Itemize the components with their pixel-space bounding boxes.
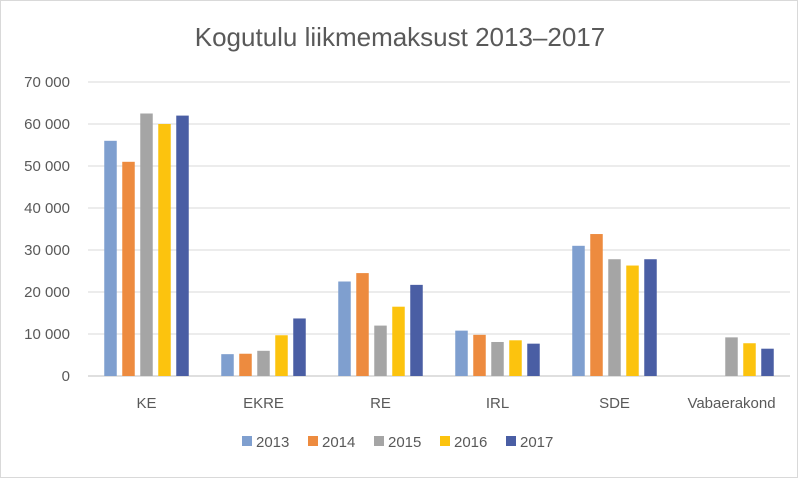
bar-ke-2015 [140,113,153,376]
legend-label: 2014 [322,434,355,451]
bar-irl-2017 [527,343,540,376]
legend-swatch-2014 [308,436,318,446]
legend-label: 2016 [454,434,487,451]
bar-sde-2017 [644,259,657,376]
chart-title: Kogutulu liikmemaksust 2013–2017 [195,22,605,52]
bar-ke-2016 [158,124,171,376]
bar-vabaerakond-2017 [761,348,774,376]
legend-swatch-2013 [242,436,252,446]
bar-sde-2015 [608,259,621,376]
bar-sde-2014 [590,234,603,376]
bar-ekre-2016 [275,335,288,376]
bar-re-2016 [392,306,405,376]
bar-irl-2013 [455,330,468,376]
bar-vabaerakond-2015 [725,337,738,376]
bar-re-2017 [410,284,423,376]
y-tick-label: 60 000 [24,116,70,133]
legend-swatch-2016 [440,436,450,446]
legend-swatch-2015 [374,436,384,446]
bar-irl-2016 [509,340,522,376]
legend-label: 2015 [388,434,421,451]
bar-irl-2014 [473,334,486,376]
bar-ekre-2013 [221,354,234,376]
legend: 2013 2014 2015 2016 2017 [242,434,553,451]
y-axis-ticks: 0 10 000 20 000 30 000 40 000 50 000 60 000 70 … [24,74,70,385]
x-category-label: Vabaerakond [687,395,775,412]
x-category-label: SDE [599,395,630,412]
bar-re-2014 [356,273,369,376]
x-category-label: RE [370,395,391,412]
legend-label: 2017 [520,434,553,451]
bar-ekre-2017 [293,318,306,376]
bar-ke-2017 [176,115,189,376]
bar-irl-2015 [491,341,504,376]
x-category-label: KE [136,395,156,412]
bar-ke-2013 [104,140,117,376]
bar-re-2015 [374,325,387,376]
bar-sde-2016 [626,265,639,376]
gridlines [88,81,790,377]
y-tick-label: 70 000 [24,74,70,91]
legend-swatch-2017 [506,436,516,446]
x-category-label: EKRE [243,395,284,412]
x-category-label: IRL [486,395,509,412]
bar-ekre-2014 [239,353,252,376]
y-tick-label: 10 000 [24,326,70,343]
bar-re-2013 [338,281,351,376]
y-tick-label: 50 000 [24,158,70,175]
x-axis-categories: KE EKRE RE IRL SDE Vabaerakond [136,395,775,412]
y-tick-label: 40 000 [24,200,70,217]
bars [104,113,774,376]
y-tick-label: 20 000 [24,284,70,301]
legend-label: 2013 [256,434,289,451]
bar-sde-2013 [572,245,585,376]
bar-vabaerakond-2016 [743,343,756,376]
y-tick-label: 0 [62,368,70,385]
y-tick-label: 30 000 [24,242,70,259]
bar-ekre-2015 [257,350,270,376]
bar-ke-2014 [122,161,135,376]
